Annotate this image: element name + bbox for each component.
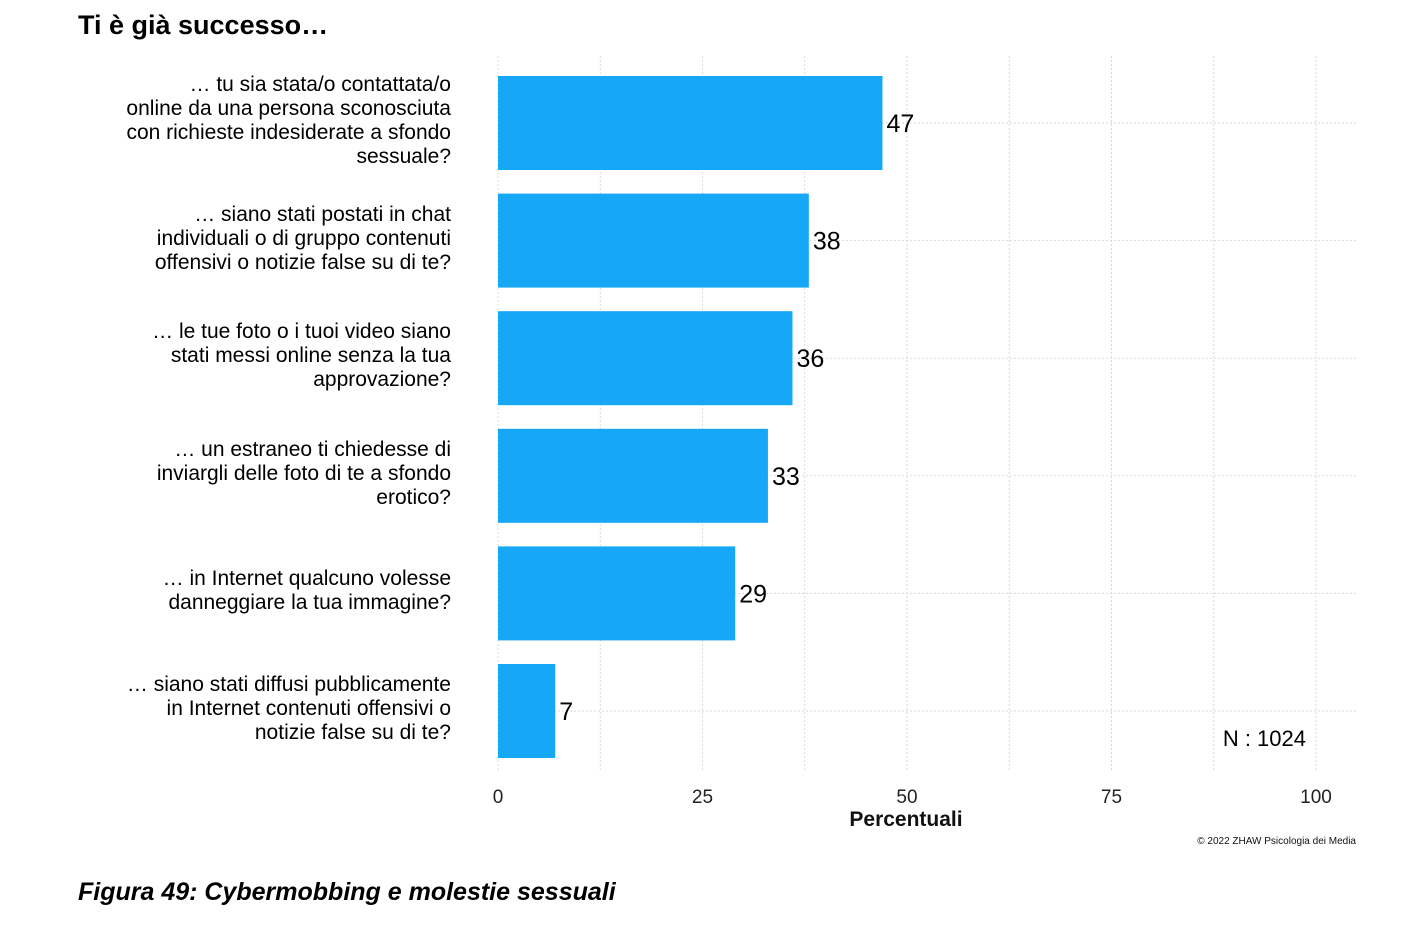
bar [498,193,809,288]
x-tick-label: 0 [493,787,504,808]
data-label: 36 [796,345,824,373]
value-labels: 47 38 36 33 29 7 [559,110,914,726]
category-label: … siano stati postati in chat individual… [154,202,451,274]
x-axis-title: Percentuali [849,808,962,831]
category-label: … siano stati diffusi pubblicamente in I… [126,673,451,744]
x-tick-label: 75 [1101,787,1122,808]
page-title: Ti è già successo… [78,10,329,40]
bars [498,76,883,758]
bar [498,664,556,758]
copyright-note: © 2022 ZHAW Psicologia dei Media [1197,836,1356,847]
bar [498,311,793,406]
x-tick-label: 50 [896,787,917,808]
bar [498,546,736,641]
data-label: 29 [739,580,767,608]
sample-size-label: N : 1024 [1223,726,1306,751]
x-tick-labels: 0 25 50 75 100 [493,787,1332,808]
data-label: 47 [886,110,914,138]
x-tick-label: 25 [692,787,713,808]
x-tick-label: 100 [1300,787,1332,808]
category-label: … in Internet qualcuno volesse danneggia… [162,567,451,615]
category-label: … tu sia stata/o contattata/o online da … [126,73,451,168]
category-label: … le tue foto o i tuoi video siano stati… [152,320,451,392]
data-label: 7 [559,698,573,726]
bar [498,428,768,523]
category-label: … un estraneo ti chiedesse di inviargli … [156,437,451,509]
grid-lines [497,56,1356,770]
bar [498,76,883,170]
figure-caption: Figura 49: Cybermobbing e molestie sessu… [78,878,616,906]
data-label: 33 [772,463,800,491]
data-label: 38 [813,228,841,256]
